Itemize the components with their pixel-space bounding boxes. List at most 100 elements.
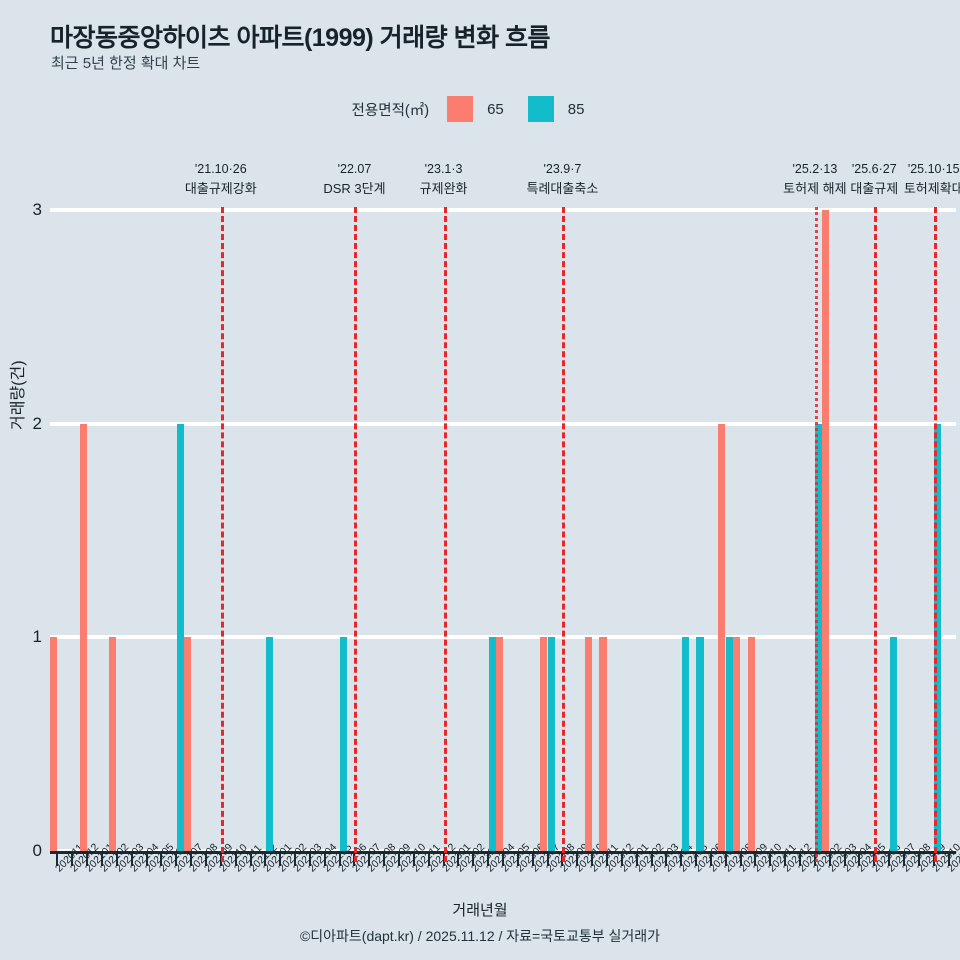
event-text: 규제완화 xyxy=(419,181,468,197)
x-tick-label: 202408 xyxy=(721,841,756,875)
bar-65-202305[interactable] xyxy=(495,637,503,851)
x-tick xyxy=(204,854,207,866)
x-tick xyxy=(472,854,475,866)
event-date: '23.1·3 xyxy=(424,162,463,176)
x-tick xyxy=(487,854,490,866)
x-tick xyxy=(442,854,445,866)
y-tick-label: 1 xyxy=(32,627,42,647)
bar-85-202510[interactable] xyxy=(934,423,942,851)
legend-label-85: 85 xyxy=(567,100,585,118)
x-tick xyxy=(739,854,742,866)
bar-65-202308[interactable] xyxy=(539,637,548,851)
x-tick-label: 202112 xyxy=(246,841,280,875)
x-tick-label: 202509 xyxy=(914,841,949,875)
bar-85-202507[interactable] xyxy=(889,637,897,851)
bar-65-202011[interactable] xyxy=(49,637,58,851)
x-tick xyxy=(368,854,371,866)
x-tick xyxy=(234,854,237,866)
bar-65-202101[interactable] xyxy=(79,423,87,851)
x-tick xyxy=(383,854,386,866)
legend-swatch-65 xyxy=(447,96,474,122)
x-tick xyxy=(130,854,133,866)
chart-legend: 전용면적(㎡) 65 85 xyxy=(0,96,960,122)
x-tick xyxy=(353,854,356,866)
y-tick-label: 0 xyxy=(32,841,42,860)
bar-65-202108[interactable] xyxy=(183,637,191,851)
event-date: '23.9·7 xyxy=(543,162,582,176)
x-tick-label: 202208 xyxy=(365,841,399,875)
x-tick-label: 202109 xyxy=(201,841,236,875)
x-tick-label: 202203 xyxy=(291,841,325,875)
bar-85-202408[interactable] xyxy=(726,637,734,851)
event-text: 대출규제강화 xyxy=(184,181,257,197)
bar-65-202410[interactable] xyxy=(747,637,756,851)
x-tick-label: 202308 xyxy=(543,841,577,875)
x-tick xyxy=(398,854,401,866)
bar-65-202503[interactable] xyxy=(822,210,830,851)
x-tick-label: 202204 xyxy=(305,841,340,875)
x-tick xyxy=(249,854,252,866)
bar-65-202312[interactable] xyxy=(599,637,607,851)
x-tick xyxy=(264,854,267,866)
legend-item-65[interactable]: 65 xyxy=(447,96,504,122)
bar-65-202408[interactable] xyxy=(718,423,726,851)
x-tick-label: 202012 xyxy=(68,841,102,875)
x-tick-label: 202412 xyxy=(781,841,815,875)
bar-85-202502[interactable] xyxy=(815,423,823,851)
x-tick-label: 202106 xyxy=(157,841,191,875)
x-tick xyxy=(338,854,341,866)
x-tick-label: 202304 xyxy=(484,841,518,875)
x-tick-label: 202212 xyxy=(424,841,459,875)
x-tick-label: 202111 xyxy=(231,842,264,875)
x-tick xyxy=(754,854,757,866)
x-tick-label: 202411 xyxy=(766,841,800,875)
x-tick xyxy=(145,854,148,866)
x-tick-label: 202309 xyxy=(558,841,592,875)
event-text: 토허제 해제 xyxy=(783,181,847,197)
x-tick-label: 202406 xyxy=(692,841,726,875)
bar-85-202201[interactable] xyxy=(265,637,273,851)
x-tick-label: 202409 xyxy=(736,841,770,875)
bar-65-202409[interactable] xyxy=(733,637,741,851)
x-tick xyxy=(502,854,504,866)
chart-title: 마장동중앙하이츠 아파트(1999) 거래량 변화 흐름 xyxy=(50,24,551,52)
x-tick-label: 202310 xyxy=(573,841,607,875)
x-tick-label: 202104 xyxy=(127,841,161,875)
x-tick-label: 202503 xyxy=(825,841,860,875)
x-tick-label: 202301 xyxy=(439,841,473,875)
x-tick xyxy=(294,854,297,866)
legend-item-85[interactable]: 85 xyxy=(527,96,585,122)
x-tick-label: 202209 xyxy=(380,841,414,875)
x-tick-label: 202206 xyxy=(335,841,369,875)
x-tick xyxy=(932,854,935,866)
x-tick-label: 202502 xyxy=(810,841,845,875)
legend-swatch-85 xyxy=(527,96,554,122)
bar-85-202406[interactable] xyxy=(696,637,704,851)
x-tick xyxy=(635,854,638,866)
x-axis-label: 거래년월 xyxy=(452,902,508,919)
x-tick xyxy=(86,854,89,866)
x-tick xyxy=(665,854,668,866)
x-tick-label: 202508 xyxy=(900,841,934,875)
x-tick xyxy=(917,854,920,866)
x-tick-label: 202506 xyxy=(870,841,904,875)
bar-65-202103[interactable] xyxy=(109,637,117,851)
event-marker-line xyxy=(814,207,818,862)
event-marker-line xyxy=(562,207,566,862)
x-tick-label: 202405 xyxy=(677,841,711,875)
x-tick xyxy=(650,854,653,866)
x-tick-label: 202311 xyxy=(588,841,621,875)
bar-85-202308[interactable] xyxy=(547,637,556,851)
x-tick-label: 202307 xyxy=(528,841,562,875)
y-gridline xyxy=(50,635,956,640)
bar-65-202311[interactable] xyxy=(584,637,592,851)
bar-85-202206[interactable] xyxy=(339,637,348,851)
bar-85-202107[interactable] xyxy=(176,423,184,851)
x-tick-label: 202505 xyxy=(855,841,889,875)
x-tick xyxy=(457,854,460,866)
x-tick-label: 202207 xyxy=(350,841,384,875)
bar-85-202405[interactable] xyxy=(681,637,689,851)
x-tick xyxy=(858,854,861,866)
event-text: DSR 3단계 xyxy=(323,181,386,197)
bar-85-202304[interactable] xyxy=(488,637,496,851)
